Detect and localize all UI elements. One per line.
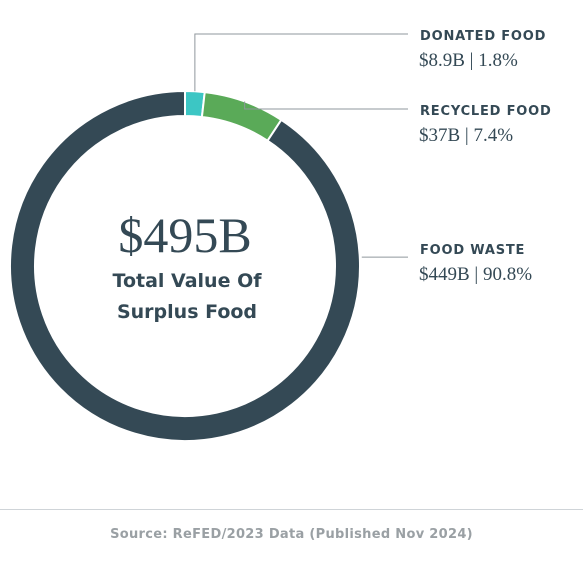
legend-name-donated-food: DONATED FOOD [420,29,546,44]
legend-value-recycled-food: $37B | 7.4% [419,125,513,146]
legend-value-donated-food: $8.9B | 1.8% [419,50,518,71]
slice-recycled-food [200,91,283,143]
leader-lines [194,33,408,258]
legend-value-food-waste: $449B | 90.8% [419,264,532,285]
legend-name-food-waste: FOOD WASTE [420,243,525,258]
leader-line-recycled-food [244,101,408,110]
slice-food-waste [9,89,361,442]
source-note: Source: ReFED/2023 Data (Published Nov 2… [110,527,473,542]
center-value: $495B [118,207,251,263]
center-label-line1: Total Value Of [113,270,263,292]
footer-divider [0,509,583,510]
legend-name-recycled-food: RECYCLED FOOD [420,104,552,119]
donut-slices [9,89,361,442]
center-label-line2: Surplus Food [117,301,257,323]
leader-line-donated-food [194,33,408,92]
